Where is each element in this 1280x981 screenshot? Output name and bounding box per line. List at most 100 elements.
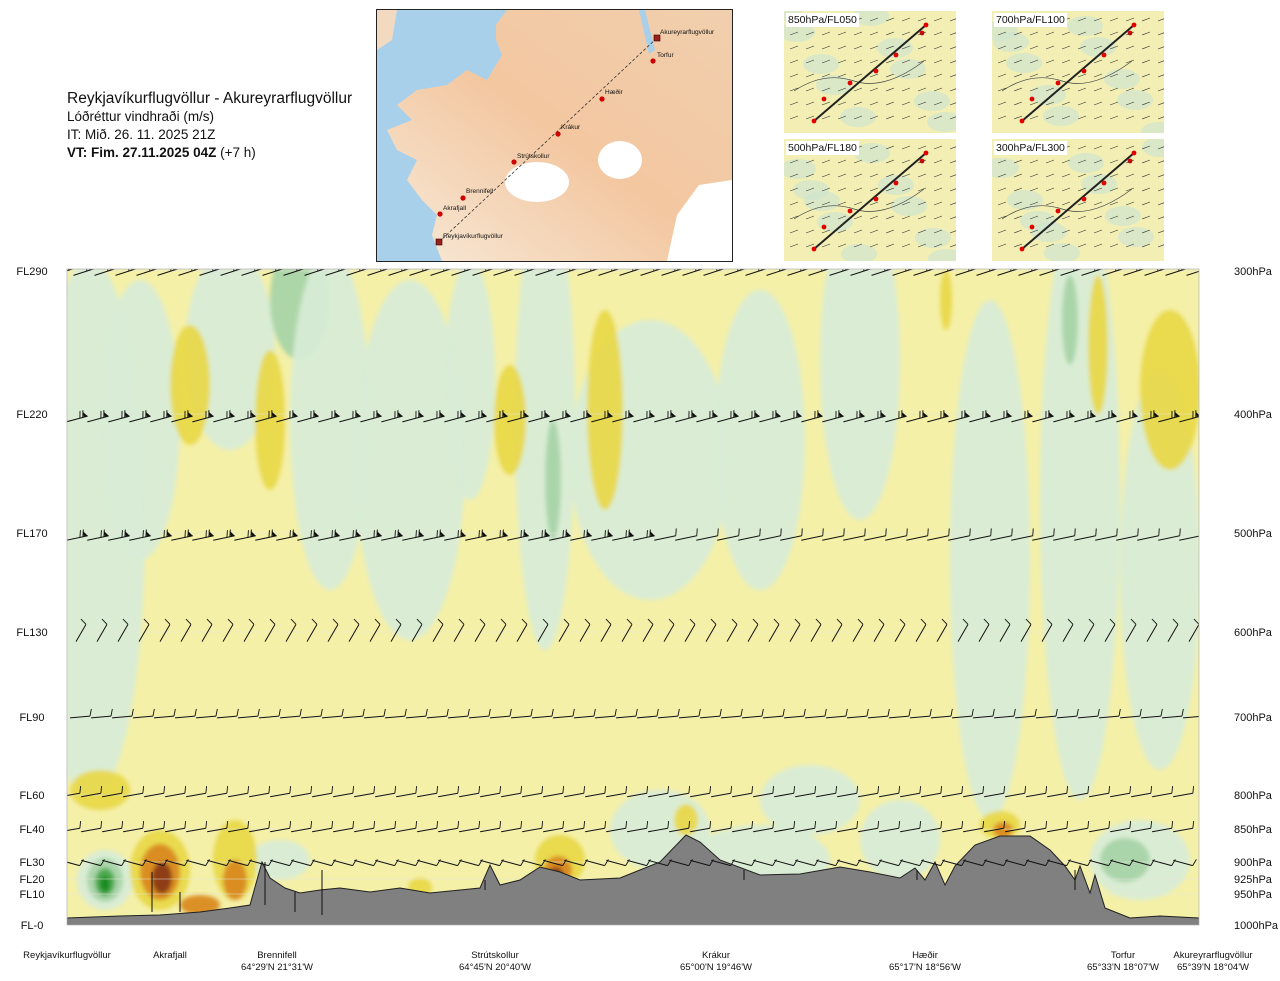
wind-barb (921, 820, 943, 833)
wind-barb (67, 820, 82, 833)
wind-barb (768, 618, 780, 642)
wind-barb (123, 820, 145, 833)
wind-barb (1011, 410, 1033, 423)
wind-barb (297, 410, 319, 423)
wind-barb (747, 618, 759, 642)
wind-barb (612, 529, 634, 541)
wind-barb (270, 785, 292, 798)
wind-barb (102, 785, 124, 798)
wind-barb (951, 708, 974, 719)
wind-barb (909, 708, 932, 719)
wind-barb (459, 820, 481, 833)
vertical-wind-contour (760, 765, 860, 835)
wind-barb (1158, 528, 1181, 541)
wind-barb (381, 529, 403, 541)
wind-barb (117, 618, 129, 642)
wind-barb (816, 820, 838, 833)
wind-barb (1011, 528, 1034, 541)
wind-barb (682, 269, 704, 276)
wind-barb (801, 410, 823, 423)
cross-section-chart: FL290 FL220 FL170 FL130 FL90 FL60 FL40 FL30 FL20… (16, 266, 1279, 932)
station-coord: 65°39'N 18°04'W (1177, 962, 1249, 973)
wind-barb (318, 529, 340, 541)
panel-label: 700hPa/FL100 (994, 13, 1067, 27)
valid-time: VT: Fim. 27.11.2025 04Z (+7 h) (67, 144, 352, 162)
wind-barb (661, 269, 683, 276)
axis-label-right: 950hPa (1234, 889, 1273, 901)
wind-barb (333, 785, 355, 798)
wind-barb (249, 820, 271, 833)
wind-barb (717, 528, 740, 541)
wind-barb (600, 618, 612, 642)
wind-barb (153, 708, 176, 719)
wind-barb (1182, 715, 1199, 719)
wind-barb (678, 708, 701, 719)
wind-barb (894, 618, 906, 642)
axis-label-right: 700hPa (1234, 712, 1273, 724)
wind-barb (997, 269, 1019, 276)
vertical-wind-contour (100, 876, 110, 892)
wind-barb (528, 410, 550, 423)
wind-barb (69, 708, 92, 719)
wind-barb (228, 785, 250, 798)
wind-barb (999, 618, 1011, 642)
wind-barb (535, 269, 557, 276)
wind-barb (1005, 820, 1027, 833)
wind-barb (606, 785, 628, 798)
wind-barb (381, 410, 403, 423)
wind-barb (501, 785, 523, 798)
wind-barb (1095, 528, 1118, 541)
wind-barb (984, 820, 1006, 833)
wind-barb (234, 529, 256, 541)
wind-barb (579, 618, 591, 642)
wind-barb (705, 618, 717, 642)
vertical-wind-contour (820, 269, 900, 520)
wind-barb (585, 820, 607, 833)
wind-barb (465, 410, 487, 423)
wind-barb (978, 618, 990, 642)
map-label-brennifell: Brennifell (466, 188, 494, 195)
wind-barb (879, 785, 901, 798)
wind-barb (1026, 785, 1048, 798)
map-label-haedir: Hæðir (605, 88, 624, 96)
wind-barb (963, 820, 985, 833)
panel-label: 500hPa/FL180 (786, 141, 859, 155)
vertical-wind-contour (290, 269, 370, 590)
wind-barb (291, 820, 313, 833)
wind-barb (789, 618, 801, 642)
wind-barb (1131, 785, 1153, 798)
wind-barb (957, 618, 969, 642)
wind-barb (507, 529, 529, 541)
vertical-wind-contour (255, 350, 285, 490)
wind-barb (486, 529, 508, 541)
wind-barb (363, 708, 386, 719)
wind-barb (67, 269, 74, 276)
wind-barb (243, 618, 255, 642)
wind-barb (1119, 708, 1142, 719)
vertical-wind-contour (180, 895, 220, 915)
wind-barb (852, 618, 864, 642)
wind-barb (690, 820, 712, 833)
wind-barb (573, 708, 596, 719)
wind-barb (871, 269, 893, 276)
wind-barb (405, 708, 428, 719)
chart-title: Reykjavíkurflugvöllur - Akureyrarflugvöl… (67, 90, 353, 107)
wind-barb (913, 269, 935, 276)
wind-barb (577, 269, 599, 276)
wind-barb (354, 820, 376, 833)
wind-barb (87, 529, 109, 541)
axis-label-right: 1000hPa (1234, 920, 1279, 932)
axis-label-right: 400hPa (1234, 409, 1273, 421)
wind-barb (906, 410, 928, 423)
map-label-akrafjall: Akrafjall (443, 205, 467, 212)
axis-label-left: FL90 (19, 712, 44, 724)
wind-barb (703, 269, 725, 276)
wind-barb (49, 619, 66, 642)
wind-barb (858, 785, 880, 798)
wind-barb (837, 820, 859, 833)
wind-barb (264, 618, 276, 642)
wind-barb (942, 785, 964, 798)
wind-barb (892, 269, 914, 276)
wind-barb (300, 708, 323, 719)
wind-barb (1173, 785, 1195, 798)
